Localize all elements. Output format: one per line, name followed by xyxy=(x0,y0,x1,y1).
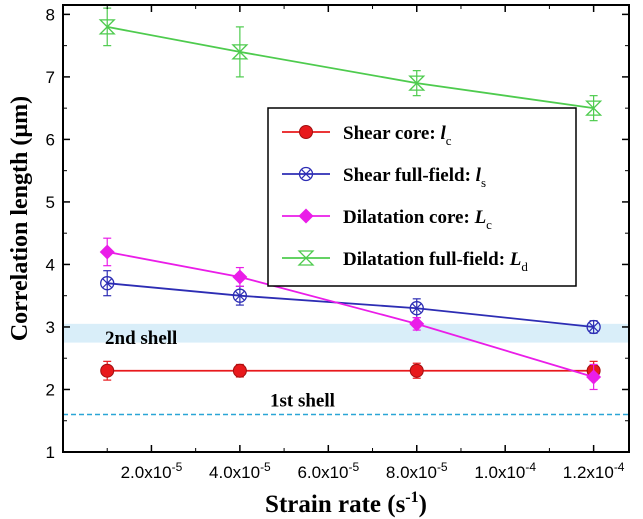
data-point-0-1 xyxy=(232,363,247,378)
data-point-3-2 xyxy=(408,75,426,91)
legend-label-0: Shear core: lc xyxy=(343,123,452,148)
legend-item-3: Dilatation full-field: Ld xyxy=(282,249,528,274)
data-point-2-1 xyxy=(232,269,248,285)
data-point-0-2 xyxy=(409,363,424,378)
x-tick-label-0: 2.0x10-5 xyxy=(121,460,183,482)
series-line-1 xyxy=(107,282,594,328)
legend-label-2: Dilatation core: Lc xyxy=(343,207,492,232)
x-axis-title: Strain rate (s-1) xyxy=(265,489,427,518)
data-point-2-0 xyxy=(99,244,115,260)
y-tick-label-4: 4 xyxy=(46,255,55,274)
legend-label-3: Dilatation full-field: Ld xyxy=(343,249,528,274)
legend-marker-1 xyxy=(298,166,314,182)
data-point-3-0 xyxy=(98,19,116,35)
second-shell-label: 2nd shell xyxy=(105,328,177,349)
data-point-1-0 xyxy=(100,276,115,291)
legend: Shear core: lc Shear full-field: ls Dilata… xyxy=(267,107,577,287)
y-tick-label-3: 3 xyxy=(46,318,55,337)
data-point-1-2 xyxy=(409,301,424,316)
y-tick-label-6: 6 xyxy=(46,130,55,149)
x-tick-label-3: 8.0x10-5 xyxy=(386,460,448,482)
x-tick-label-5: 1.2x10-4 xyxy=(563,460,625,482)
data-point-3-1 xyxy=(231,44,249,60)
series-line-2 xyxy=(107,251,594,378)
x-tick-label-1: 4.0x10-5 xyxy=(209,460,271,482)
legend-marker-0 xyxy=(299,125,313,139)
y-tick-label-2: 2 xyxy=(46,380,55,399)
y-tick-label-5: 5 xyxy=(46,193,55,212)
series-line-3 xyxy=(107,25,594,110)
series-2 xyxy=(99,237,602,391)
legend-item-0: Shear core: lc xyxy=(282,123,452,148)
y-tick-label-1: 1 xyxy=(46,443,55,462)
data-point-2-3 xyxy=(586,369,602,385)
legend-marker-3 xyxy=(297,250,315,266)
y-axis-title: Correlation length (µm) xyxy=(7,96,33,341)
data-point-3-3 xyxy=(585,100,603,116)
series-3 xyxy=(98,7,603,122)
y-tick-label-8: 8 xyxy=(46,5,55,24)
data-point-1-3 xyxy=(586,319,601,335)
y-tick-label-7: 7 xyxy=(46,68,55,87)
axes-layer: 1 2 3 4 5 6 7 8 2.0x10-5 4.0x10-5 6.0x10-5 8.0x10-5… xyxy=(7,4,630,518)
legend-marker-2 xyxy=(298,208,314,224)
series-0 xyxy=(100,360,601,381)
legend-label-1: Shear full-field: ls xyxy=(343,165,486,190)
plot-layer: 2nd shell 1st shell xyxy=(63,7,629,416)
x-tick-label-2: 6.0x10-5 xyxy=(297,460,359,482)
legend-item-1: Shear full-field: ls xyxy=(282,165,486,190)
first-shell-label: 1st shell xyxy=(270,390,335,411)
legend-item-2: Dilatation core: Lc xyxy=(282,207,492,232)
data-point-1-1 xyxy=(232,288,248,303)
legend-box xyxy=(267,107,577,287)
second-shell-band xyxy=(63,323,629,343)
plot-frame xyxy=(62,4,630,453)
x-tick-label-4: 1.0x10-4 xyxy=(474,460,536,482)
data-point-2-2 xyxy=(409,316,425,332)
data-point-0-0 xyxy=(100,363,115,378)
